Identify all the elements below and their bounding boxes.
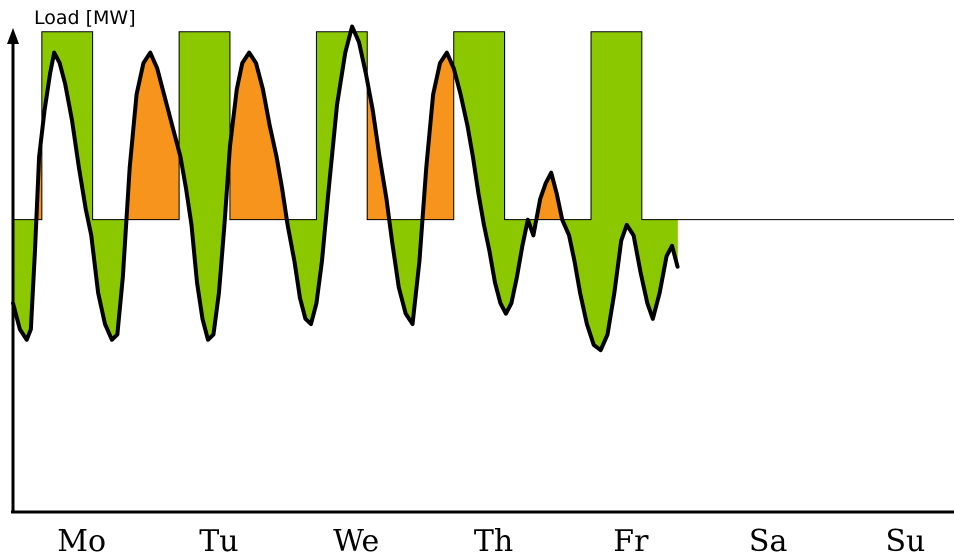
day-label-we: We: [333, 524, 379, 556]
day-label-su: Su: [886, 524, 926, 556]
axes: [7, 28, 954, 514]
blocks-layer: [13, 31, 954, 221]
day-label-th: Th: [474, 524, 513, 556]
curve-layer: [11, 24, 680, 353]
y-axis-arrow-icon: [7, 28, 19, 44]
day-label-mo: Mo: [57, 524, 106, 556]
day-labels: Mo Tu We Th Fr Sa Su: [57, 524, 925, 556]
fills-layer: [12, 26, 678, 351]
supply-step-line: [13, 31, 954, 221]
load-curve-line: [11, 24, 680, 353]
day-label-sa: Sa: [749, 524, 788, 556]
day-label-fr: Fr: [613, 524, 649, 556]
y-axis-title: Load [MW]: [34, 7, 136, 29]
day-label-tu: Tu: [199, 524, 238, 556]
